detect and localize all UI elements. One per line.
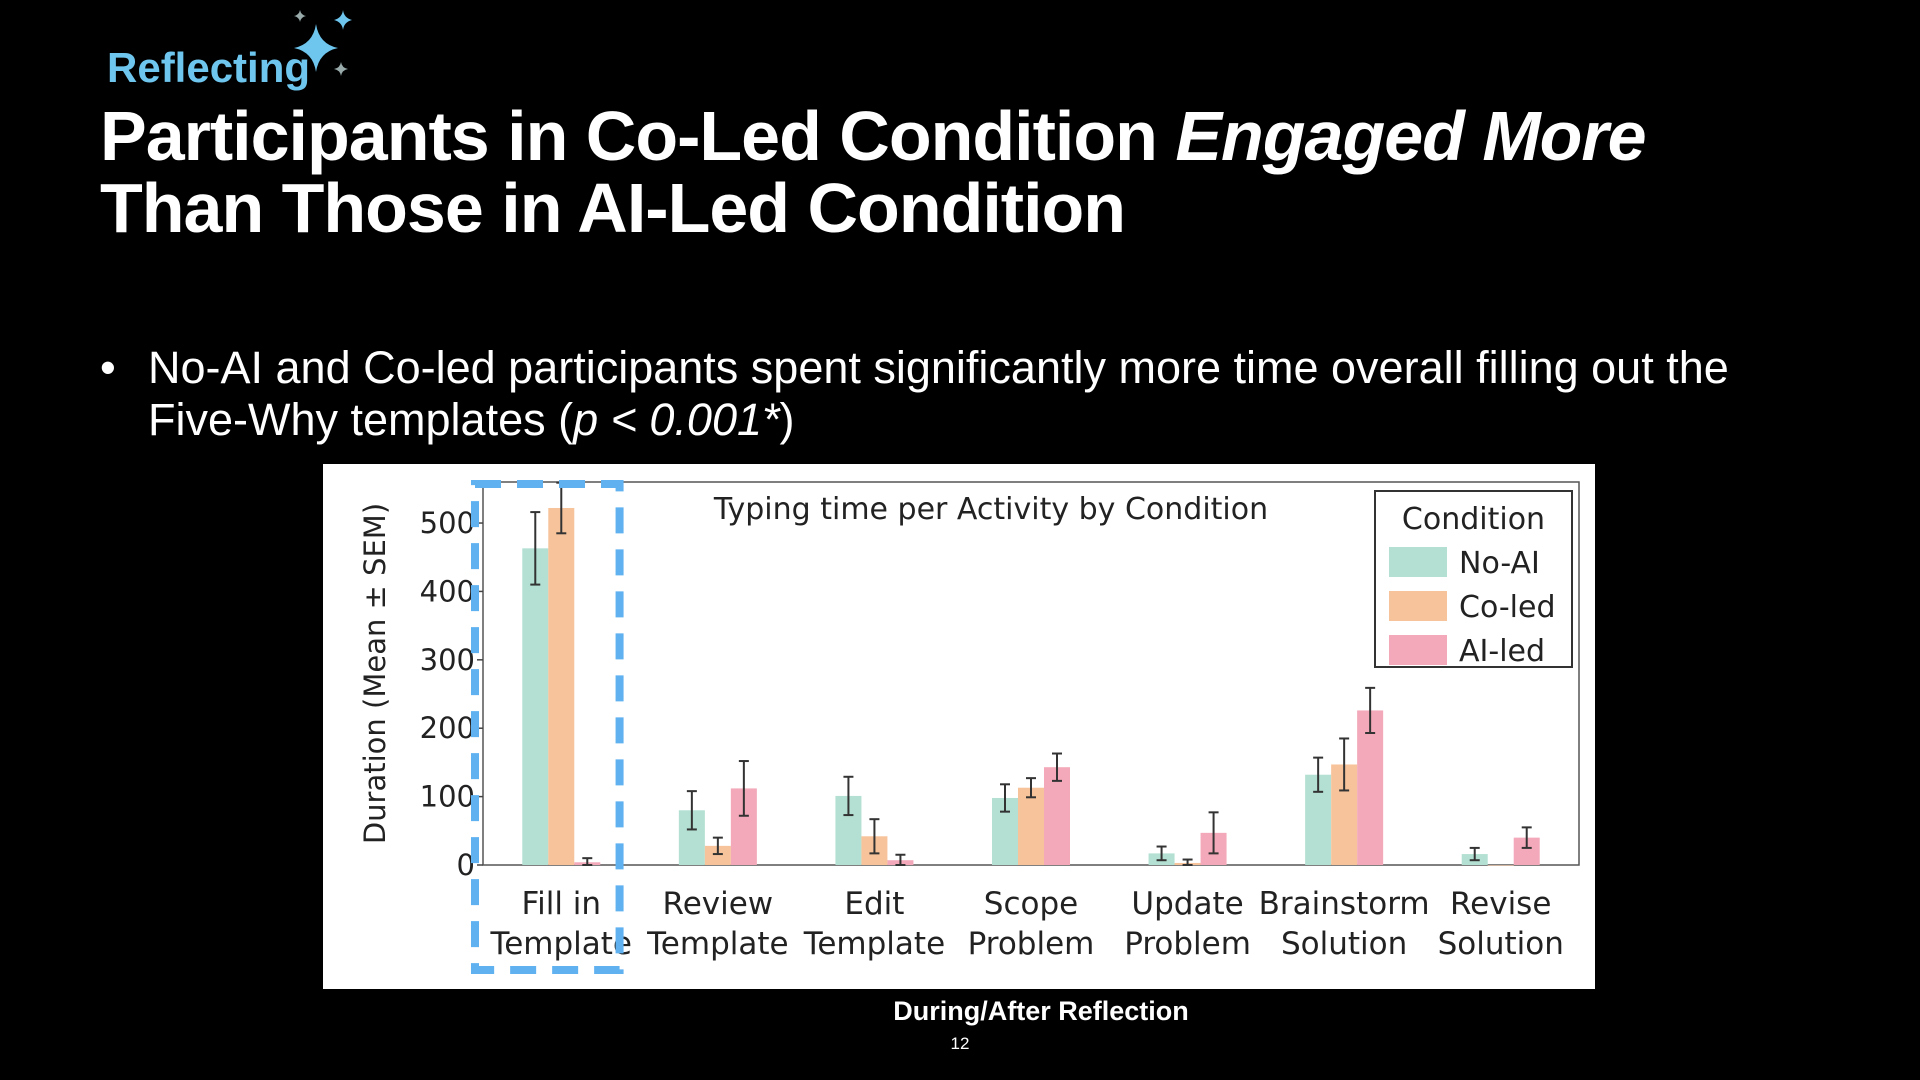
bar-chart: 0 100 200 300 400 500 Duration (Mean ± SEM) Typ…: [358, 480, 1580, 974]
title-emphasis: Engaged More: [1175, 97, 1646, 175]
chart-panel: 0 100 200 300 400 500 Duration (Mean ± SEM) Typ…: [323, 464, 1595, 989]
bar-co-led: [1487, 865, 1514, 866]
x-tick-label: Solution: [1438, 926, 1564, 962]
bullet-stat: p < 0.001*: [573, 394, 780, 445]
page-number: 12: [950, 1034, 970, 1053]
legend-swatch-co-led: [1389, 591, 1447, 621]
x-tick-label: Brainstorm: [1259, 886, 1430, 922]
x-tick-label: Revise: [1450, 886, 1551, 922]
slide-title: Participants in Co-Led Condition Engaged…: [100, 97, 1647, 247]
bar-co-led: [548, 507, 575, 865]
x-tick-label: Update: [1131, 886, 1243, 922]
x-tick-label: Edit: [844, 886, 904, 922]
bar-co-led: [1018, 787, 1044, 865]
legend-label: AI-led: [1459, 634, 1545, 669]
y-tick-label: 300: [420, 643, 475, 677]
highlight-box: [471, 480, 624, 974]
y-tick-label: 500: [420, 506, 475, 540]
title-part1: Participants in Co-Led Condition: [100, 97, 1176, 175]
legend-swatch-ai-led: [1389, 635, 1447, 665]
x-tick-label: Template: [490, 926, 632, 962]
y-tick-label: 100: [420, 780, 475, 814]
y-tick-label: 200: [420, 711, 475, 745]
x-tick-label: Template: [646, 926, 788, 962]
bullet-point: • No-AI and Co-led participants spent si…: [100, 342, 1820, 446]
x-tick-label: Fill in: [522, 886, 602, 922]
bar-ai-led: [1357, 710, 1384, 865]
bullet-text: No-AI and Co-led participants spent sign…: [148, 342, 1729, 445]
x-tick-label: Solution: [1281, 926, 1407, 962]
bar-no-ai: [522, 548, 549, 865]
bar-co-led: [704, 845, 731, 865]
x-tick-label: Problem: [1124, 926, 1251, 962]
title-part2: Than Those in AI-Led Condition: [100, 169, 1126, 247]
bullet-close: ): [779, 394, 795, 445]
section-tag: Reflecting: [107, 44, 311, 91]
legend-label: No-AI: [1459, 546, 1540, 581]
bullet-dot-icon: •: [100, 342, 116, 393]
x-tick-label: Review: [663, 886, 774, 922]
legend-label: Co-led: [1459, 590, 1556, 625]
x-tick-label: Template: [803, 926, 945, 962]
x-tick-label: Problem: [968, 926, 1095, 962]
legend-swatch-no-ai: [1389, 547, 1447, 577]
y-tick-label: 400: [420, 574, 475, 608]
x-tick-label: Scope: [984, 886, 1078, 922]
bar-ai-led: [1044, 767, 1070, 865]
y-axis-label: Duration (Mean ± SEM): [358, 503, 392, 844]
y-tick-label: 0: [457, 848, 475, 882]
sparkles-icon: [294, 10, 352, 76]
chart-title: Typing time per Activity by Condition: [713, 492, 1268, 527]
chart-caption: During/After Reflection: [893, 996, 1189, 1026]
legend-title: Condition: [1402, 502, 1545, 537]
